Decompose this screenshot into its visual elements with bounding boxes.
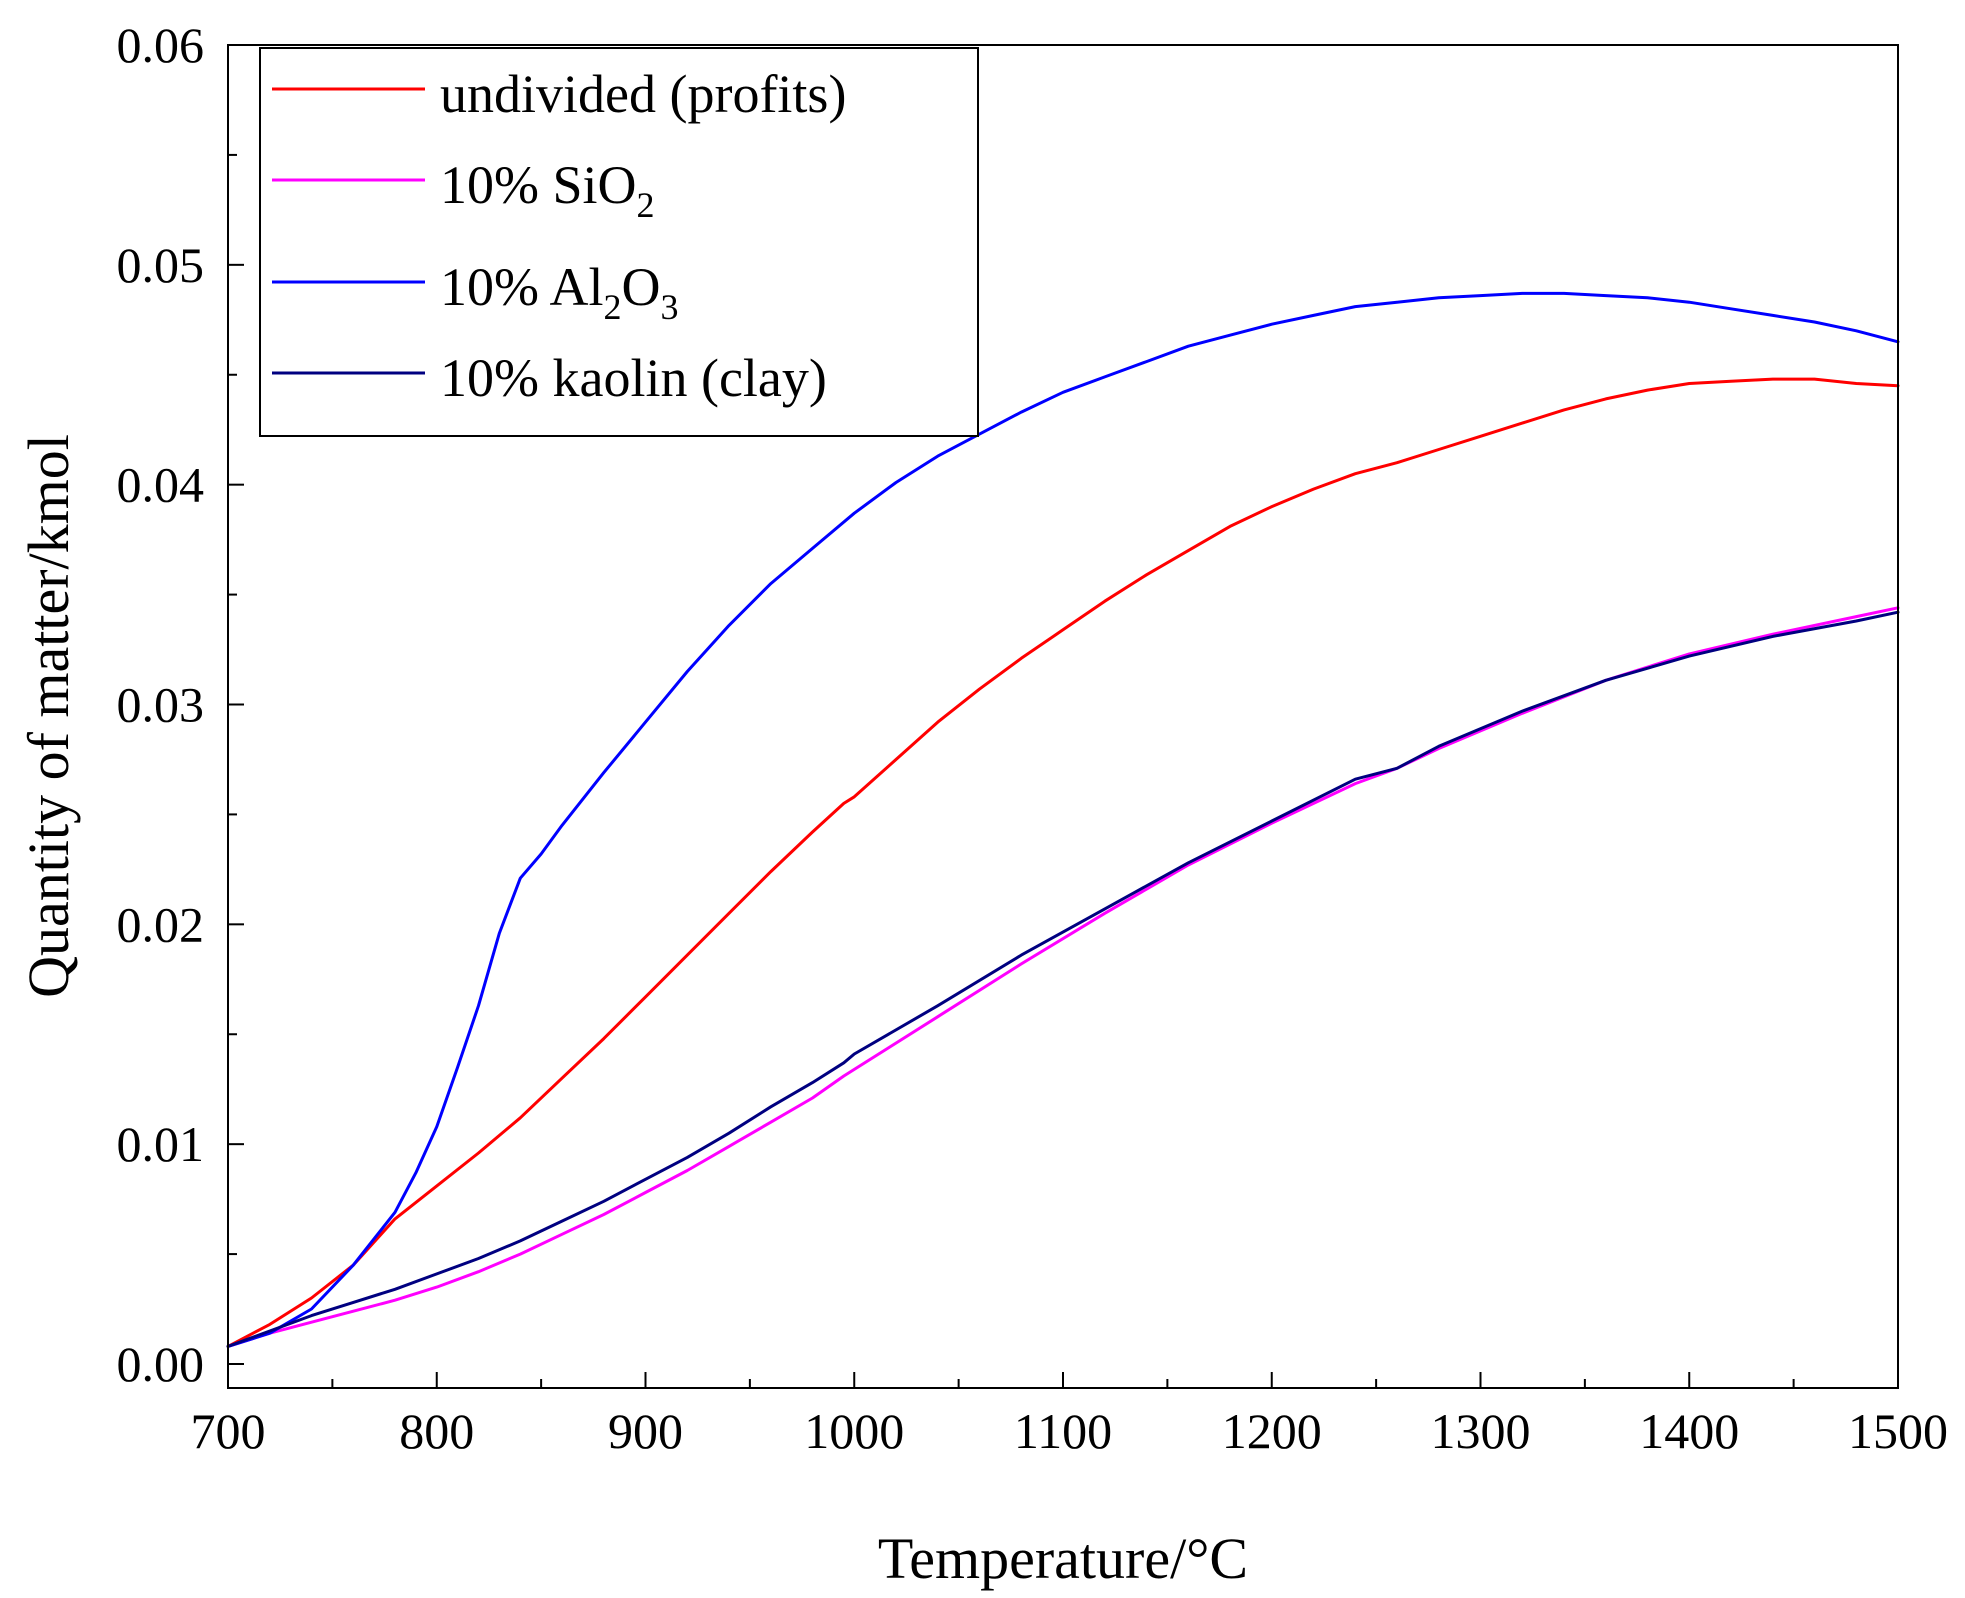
series-layer xyxy=(226,291,1900,1348)
x-tick-label: 700 xyxy=(191,1403,266,1459)
tick-layer: 700 800 900 1000 1100 1200 1300 1400 1500 0.00 0.0… xyxy=(117,17,1949,1459)
x-axis-title: Temperature/°C xyxy=(878,1526,1248,1591)
legend-label-al2o3-sub2: 3 xyxy=(661,287,679,327)
legend-label-sio2-base: 10% SiO xyxy=(440,155,637,215)
y-axis-title: Quantity of matter/kmol xyxy=(16,434,81,998)
y-tick-label: 0.00 xyxy=(117,1336,205,1392)
y-tick-label: 0.04 xyxy=(117,457,205,513)
y-tick-label: 0.06 xyxy=(117,17,205,73)
legend: undivided (profits) 10% SiO2 10% Al2O3 1… xyxy=(259,47,979,437)
legend-label-al2o3-base: 10% Al xyxy=(440,257,604,317)
legend-label-sio2-sub: 2 xyxy=(637,185,655,225)
series-line-10-sio2 xyxy=(226,606,1900,1348)
x-tick-label: 800 xyxy=(399,1403,474,1459)
legend-label-kaolin: 10% kaolin (clay) xyxy=(440,348,827,408)
legend-label-al2o3-sub: 2 xyxy=(604,287,622,327)
x-tick-label: 1200 xyxy=(1222,1403,1322,1459)
x-tick-label: 1300 xyxy=(1431,1403,1531,1459)
x-tick-label: 1100 xyxy=(1014,1403,1112,1459)
legend-box xyxy=(259,47,979,437)
y-tick-label: 0.01 xyxy=(117,1116,205,1172)
legend-label-undivided: undivided (profits) xyxy=(440,64,846,124)
x-tick-label: 900 xyxy=(608,1403,683,1459)
x-tick-label: 1400 xyxy=(1639,1403,1739,1459)
series-line-undivided-profits xyxy=(226,377,1900,1348)
series-line-10-al2o3 xyxy=(226,291,1900,1348)
y-tick-label: 0.02 xyxy=(117,896,205,952)
y-tick-label: 0.03 xyxy=(117,677,205,733)
legend-label-al2o3: 10% Al2O3 xyxy=(440,257,679,327)
y-tick-label: 0.05 xyxy=(117,237,205,293)
legend-label-al2o3-tail: O xyxy=(622,257,661,317)
x-tick-label: 1000 xyxy=(804,1403,904,1459)
legend-label-sio2: 10% SiO2 xyxy=(440,155,655,225)
series-line-10-kaolin-clay xyxy=(226,610,1900,1348)
x-tick-label: 1500 xyxy=(1848,1403,1948,1459)
